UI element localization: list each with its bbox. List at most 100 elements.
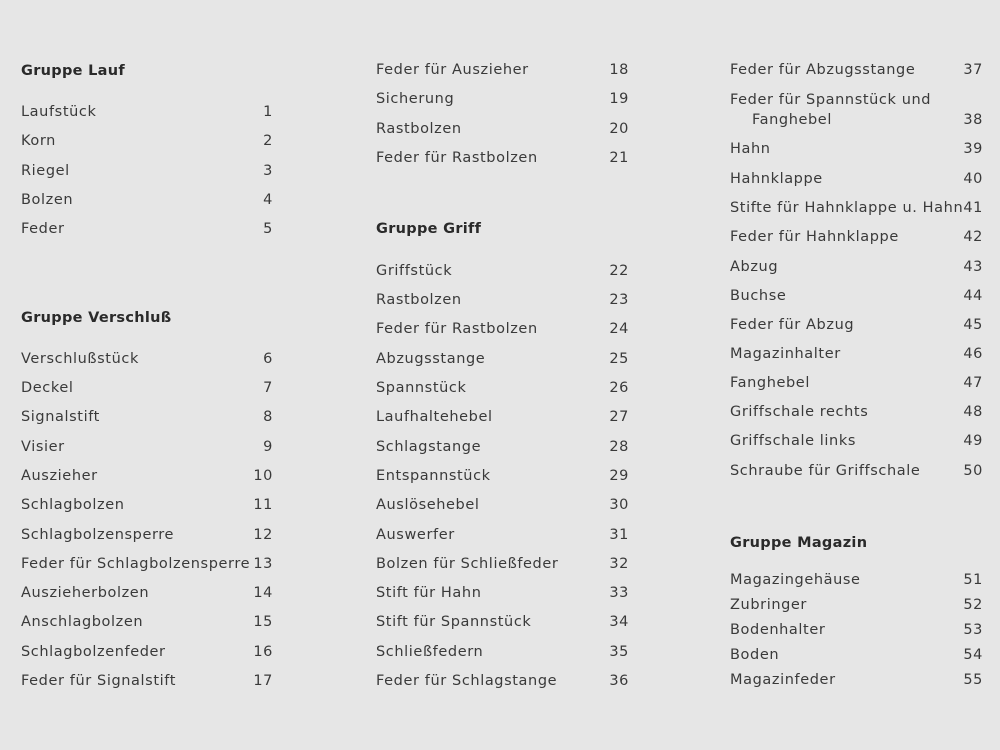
part-number: 2: [263, 133, 273, 149]
part-name: Schlagstange: [376, 439, 482, 455]
part-name: Hahn: [730, 141, 771, 157]
part-name: Magazinhalter: [730, 346, 841, 362]
part-name: Feder für Schlagbolzensperre: [21, 556, 251, 572]
part-number: 17: [253, 673, 273, 689]
part-name: Feder für Abzugsstange: [730, 62, 916, 78]
part-number: 24: [609, 321, 629, 337]
part-number: 33: [609, 585, 629, 601]
part-name: Deckel: [21, 380, 74, 396]
part-number: 49: [963, 433, 983, 449]
part-name: Feder für Schlagstange: [376, 673, 558, 689]
part-name: Schlagbolzensperre: [21, 527, 175, 543]
part-name: Riegel: [21, 163, 70, 179]
part-name-continued: Fanghebel: [752, 112, 832, 128]
part-name: Feder: [21, 221, 65, 237]
part-number: 45: [963, 317, 983, 333]
part-name: Rastbolzen: [376, 292, 462, 308]
group-heading: Gruppe Magazin: [730, 535, 868, 551]
part-name: Stift für Spannstück: [376, 614, 532, 630]
part-name: Rastbolzen: [376, 121, 462, 137]
part-name: Anschlagbolzen: [21, 614, 144, 630]
part-name: Schließfedern: [376, 644, 484, 660]
group-heading: Gruppe Griff: [376, 221, 482, 237]
part-name: Korn: [21, 133, 56, 149]
part-name: Boden: [730, 647, 780, 663]
part-number: 35: [609, 644, 629, 660]
part-name: Abzug: [730, 259, 779, 275]
part-number: 52: [963, 597, 983, 613]
part-number: 51: [963, 572, 983, 588]
part-name: Hahnklappe: [730, 171, 823, 187]
part-number: 15: [253, 614, 273, 630]
part-number: 37: [963, 62, 983, 78]
part-name: Verschlußstück: [21, 351, 139, 367]
part-name: Feder für Signalstift: [21, 673, 176, 689]
part-number: 30: [609, 497, 629, 513]
part-number: 46: [963, 346, 983, 362]
part-number: 47: [963, 375, 983, 391]
part-number: 39: [963, 141, 983, 157]
part-number: 36: [609, 673, 629, 689]
part-number: 42: [963, 229, 983, 245]
part-name: Auswerfer: [376, 527, 455, 543]
part-number: 53: [963, 622, 983, 638]
part-number: 14: [253, 585, 273, 601]
part-number: 31: [609, 527, 629, 543]
part-name: Visier: [21, 439, 65, 455]
part-name: Bolzen für Schließfeder: [376, 556, 559, 572]
part-name: Feder für Rastbolzen: [376, 321, 538, 337]
part-name: Stift für Hahn: [376, 585, 482, 601]
part-number: 4: [263, 192, 273, 208]
part-number: 20: [609, 121, 629, 137]
part-name: Griffschale rechts: [730, 404, 869, 420]
part-name: Auslösehebel: [376, 497, 480, 513]
part-name: Schraube für Griffschale: [730, 463, 921, 479]
part-name: Auszieher: [21, 468, 98, 484]
part-number: 13: [253, 556, 273, 572]
part-number: 41: [963, 200, 983, 216]
group-heading: Gruppe Lauf: [21, 63, 125, 79]
part-name: Bodenhalter: [730, 622, 826, 638]
part-number: 40: [963, 171, 983, 187]
part-number: 25: [609, 351, 629, 367]
part-number: 27: [609, 409, 629, 425]
part-number: 5: [263, 221, 273, 237]
part-number: 21: [609, 150, 629, 166]
part-name: Abzugsstange: [376, 351, 486, 367]
part-name: Laufstück: [21, 104, 97, 120]
part-number: 55: [963, 672, 983, 688]
part-number: 32: [609, 556, 629, 572]
part-name: Signalstift: [21, 409, 100, 425]
part-number: 19: [609, 91, 629, 107]
part-number: 22: [609, 263, 629, 279]
part-name: Feder für Rastbolzen: [376, 150, 538, 166]
part-number: 28: [609, 439, 629, 455]
part-number: 6: [263, 351, 273, 367]
part-number: 54: [963, 647, 983, 663]
part-number: 18: [609, 62, 629, 78]
part-number: 10: [253, 468, 273, 484]
part-name: Laufhaltehebel: [376, 409, 493, 425]
part-number: 50: [963, 463, 983, 479]
part-name: Griffstück: [376, 263, 453, 279]
part-number: 43: [963, 259, 983, 275]
part-name: Magazinfeder: [730, 672, 836, 688]
part-number: 44: [963, 288, 983, 304]
part-name: Fanghebel: [730, 375, 810, 391]
part-number: 48: [963, 404, 983, 420]
part-name: Auszieherbolzen: [21, 585, 150, 601]
part-name: Magazingehäuse: [730, 572, 861, 588]
part-number: 26: [609, 380, 629, 396]
part-number: 16: [253, 644, 273, 660]
part-name: Feder für Hahnklappe: [730, 229, 899, 245]
part-number: 12: [253, 527, 273, 543]
part-number: 11: [253, 497, 273, 513]
part-name: Schlagbolzen: [21, 497, 125, 513]
part-name: Buchse: [730, 288, 787, 304]
part-name: Feder für Auszieher: [376, 62, 529, 78]
part-name: Schlagbolzenfeder: [21, 644, 166, 660]
part-name: Spannstück: [376, 380, 467, 396]
group-heading: Gruppe Verschluß: [21, 310, 172, 326]
part-name: Feder für Abzug: [730, 317, 855, 333]
part-number: 34: [609, 614, 629, 630]
